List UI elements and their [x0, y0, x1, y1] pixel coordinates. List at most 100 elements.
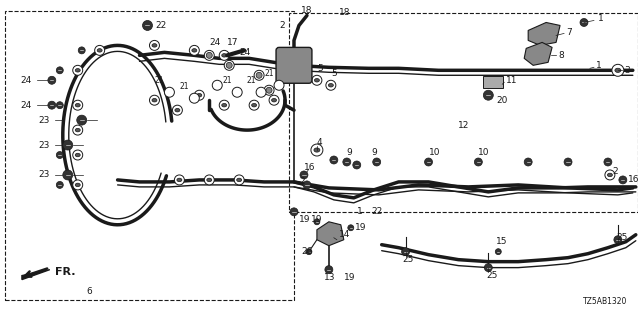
Circle shape: [402, 248, 410, 256]
Circle shape: [63, 140, 73, 150]
Circle shape: [220, 100, 229, 110]
Ellipse shape: [76, 103, 80, 107]
Ellipse shape: [76, 68, 80, 72]
Text: 5: 5: [331, 69, 337, 78]
Bar: [483, 76, 503, 88]
Circle shape: [474, 158, 483, 166]
Circle shape: [232, 87, 242, 97]
Circle shape: [249, 100, 259, 110]
Text: 24: 24: [20, 76, 32, 85]
Circle shape: [212, 80, 222, 90]
Circle shape: [269, 95, 279, 105]
Text: 1: 1: [356, 207, 362, 216]
Bar: [289, 12, 638, 212]
Ellipse shape: [328, 84, 333, 87]
Ellipse shape: [76, 183, 80, 187]
Text: 5: 5: [317, 64, 323, 73]
Circle shape: [256, 87, 266, 97]
Ellipse shape: [76, 153, 80, 157]
Circle shape: [372, 158, 381, 166]
Circle shape: [189, 45, 199, 55]
Polygon shape: [317, 222, 344, 246]
Circle shape: [77, 115, 86, 125]
Text: 16: 16: [628, 175, 639, 184]
Circle shape: [224, 60, 234, 70]
Circle shape: [330, 156, 338, 164]
Circle shape: [484, 264, 492, 272]
Polygon shape: [524, 43, 552, 65]
Text: 24: 24: [20, 101, 32, 110]
Text: 21: 21: [264, 69, 274, 78]
Circle shape: [73, 180, 83, 190]
Circle shape: [256, 72, 262, 78]
Circle shape: [303, 181, 311, 189]
Ellipse shape: [207, 178, 212, 182]
Text: FR.: FR.: [55, 267, 76, 276]
Text: 9: 9: [347, 148, 353, 156]
Ellipse shape: [314, 78, 319, 82]
Circle shape: [150, 40, 159, 50]
Circle shape: [311, 144, 323, 156]
Circle shape: [73, 125, 83, 135]
Text: 10: 10: [478, 148, 490, 156]
Circle shape: [56, 152, 63, 158]
Circle shape: [226, 62, 232, 68]
Ellipse shape: [197, 93, 202, 97]
Text: 24: 24: [209, 38, 221, 47]
Text: 11: 11: [506, 76, 518, 85]
Circle shape: [73, 150, 83, 160]
Circle shape: [274, 80, 284, 90]
Circle shape: [325, 266, 333, 274]
Text: 23: 23: [38, 140, 50, 149]
Text: 18: 18: [301, 6, 313, 15]
Ellipse shape: [237, 178, 242, 182]
Circle shape: [254, 70, 264, 80]
Ellipse shape: [271, 99, 276, 102]
Circle shape: [73, 65, 83, 75]
Circle shape: [348, 225, 354, 231]
Circle shape: [483, 90, 493, 100]
Circle shape: [343, 158, 351, 166]
Circle shape: [424, 158, 433, 166]
Text: 19: 19: [344, 273, 355, 282]
Circle shape: [290, 208, 298, 216]
Text: 15: 15: [496, 237, 508, 246]
Circle shape: [172, 105, 182, 115]
Ellipse shape: [152, 99, 157, 102]
Ellipse shape: [192, 49, 197, 52]
Circle shape: [564, 158, 572, 166]
Text: 25: 25: [616, 233, 627, 242]
Circle shape: [189, 93, 199, 103]
Text: 23: 23: [38, 171, 50, 180]
Text: 17: 17: [227, 38, 239, 47]
Ellipse shape: [221, 54, 227, 57]
Circle shape: [78, 47, 85, 54]
Text: 19: 19: [355, 223, 366, 232]
Text: 1: 1: [598, 14, 604, 23]
Ellipse shape: [314, 148, 320, 152]
Circle shape: [143, 20, 152, 30]
Ellipse shape: [607, 173, 612, 177]
Circle shape: [95, 45, 104, 55]
Text: 21: 21: [223, 76, 232, 85]
Circle shape: [195, 90, 204, 100]
Circle shape: [326, 80, 336, 90]
Text: 25: 25: [486, 271, 498, 280]
Text: 2: 2: [299, 177, 305, 187]
Text: 23: 23: [38, 116, 50, 124]
Text: 8: 8: [558, 51, 564, 60]
Circle shape: [619, 176, 627, 184]
Circle shape: [206, 52, 212, 58]
FancyBboxPatch shape: [276, 47, 312, 83]
Ellipse shape: [177, 178, 182, 182]
Text: 16: 16: [304, 164, 316, 172]
Circle shape: [604, 158, 612, 166]
Circle shape: [605, 170, 615, 180]
Circle shape: [48, 101, 56, 109]
Circle shape: [234, 175, 244, 185]
Ellipse shape: [221, 103, 227, 107]
Ellipse shape: [175, 108, 180, 112]
Text: 21: 21: [246, 76, 256, 85]
Ellipse shape: [152, 44, 157, 47]
Bar: [5, 11, 294, 300]
